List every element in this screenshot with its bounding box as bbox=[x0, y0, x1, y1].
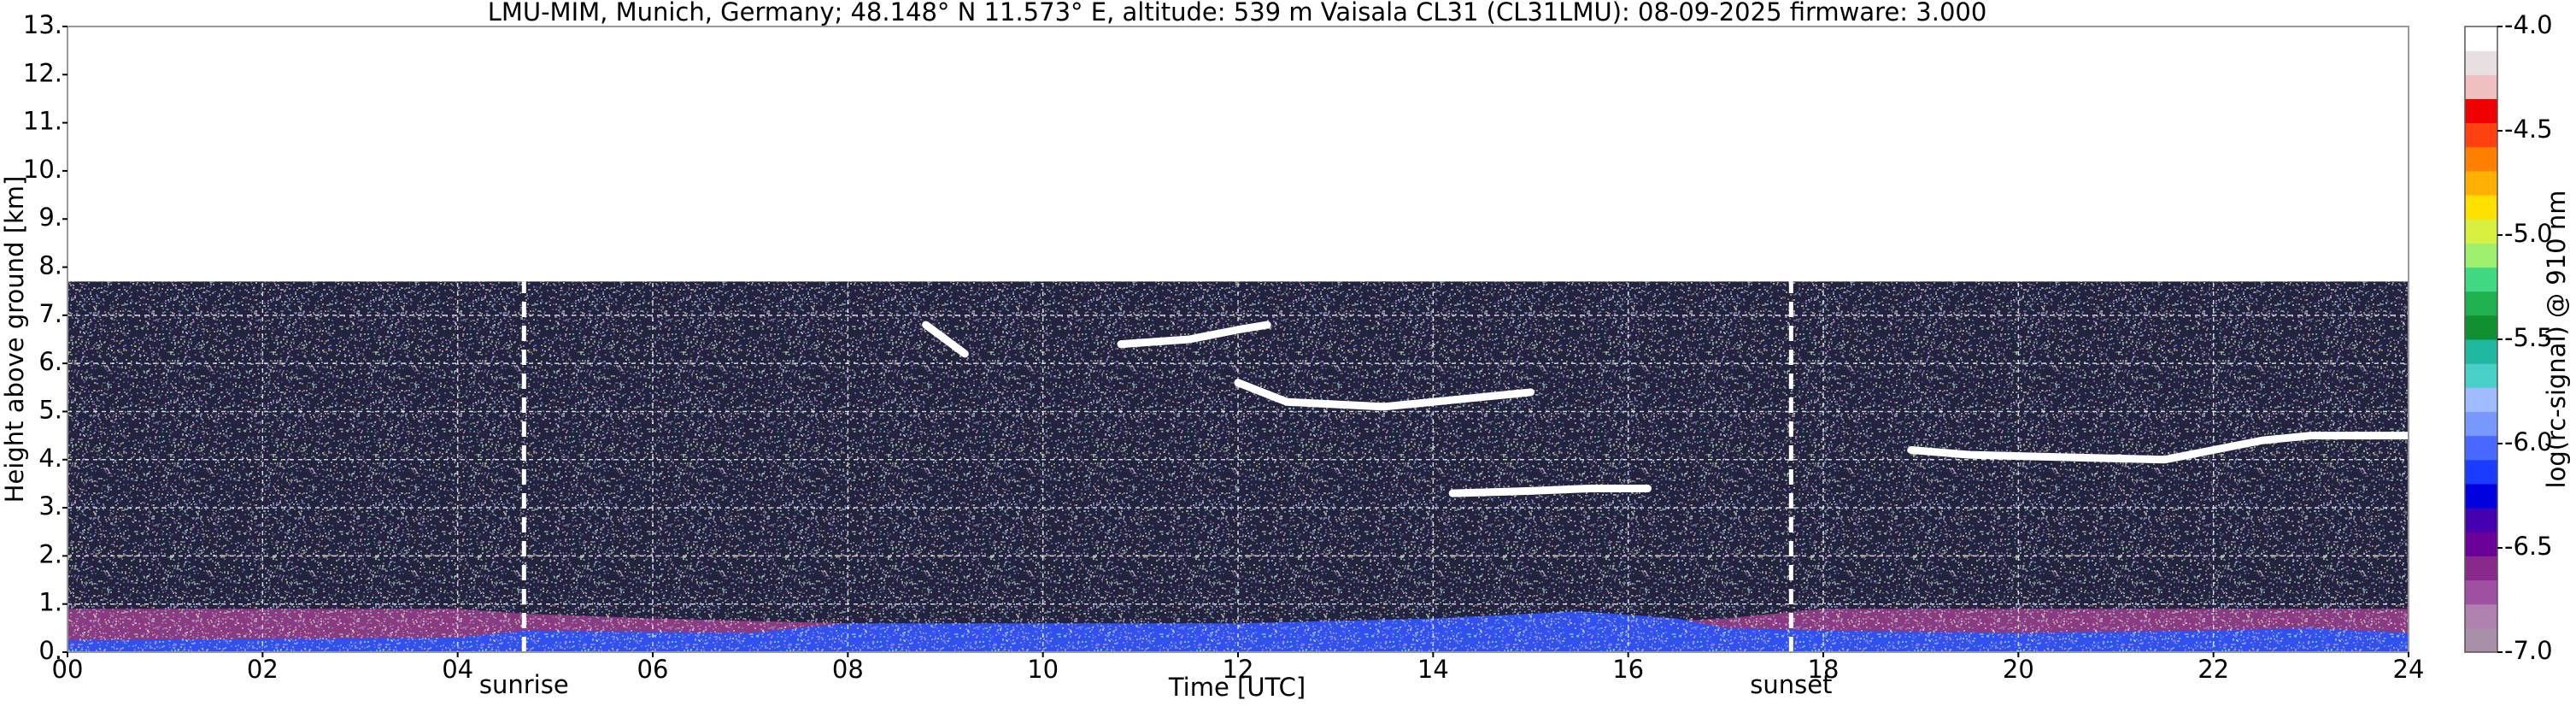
colorbar-segment bbox=[2465, 387, 2497, 412]
colorbar-segment bbox=[2465, 26, 2497, 51]
y-tick-label: 8. bbox=[38, 251, 62, 280]
y-tick-label: 2. bbox=[38, 539, 62, 568]
colorbar-tick-label: -6.0 bbox=[2504, 427, 2553, 456]
y-tick-label: 9. bbox=[38, 203, 62, 232]
x-tick-label: 14 bbox=[1417, 655, 1449, 684]
annotation-label: sunrise bbox=[479, 670, 569, 699]
cloud-layer bbox=[1448, 485, 1652, 497]
y-tick-label: 13. bbox=[23, 10, 62, 39]
y-tick-label: 11. bbox=[23, 107, 62, 136]
y-tick-label: 0. bbox=[38, 636, 62, 665]
colorbar-segment bbox=[2465, 339, 2497, 364]
plot-area bbox=[67, 26, 2409, 652]
colorbar-tick-label: -6.5 bbox=[2504, 532, 2553, 561]
cloud-layer bbox=[922, 321, 969, 358]
x-tick-label: 04 bbox=[442, 655, 473, 684]
colorbar-tick-label: -7.0 bbox=[2504, 636, 2553, 665]
chart-title: LMU-MIM, Munich, Germany; 48.148° N 11.5… bbox=[488, 0, 1987, 26]
x-tick-label: 16 bbox=[1612, 655, 1644, 684]
x-tick-label: 20 bbox=[2003, 655, 2034, 684]
colorbar-segment bbox=[2465, 627, 2497, 653]
x-tick-label: 24 bbox=[2393, 655, 2425, 684]
colorbar-tick-label: -5.0 bbox=[2504, 219, 2553, 248]
x-tick-label: 10 bbox=[1027, 655, 1059, 684]
colorbar-segment bbox=[2465, 459, 2497, 485]
colorbar-segment bbox=[2465, 508, 2497, 532]
x-tick-label: 22 bbox=[2198, 655, 2229, 684]
colorbar-segment bbox=[2465, 411, 2497, 437]
x-tick-label: 02 bbox=[247, 655, 279, 684]
colorbar-segment bbox=[2465, 291, 2497, 316]
colorbar-segment bbox=[2465, 195, 2497, 220]
x-tick-label: 12 bbox=[1223, 655, 1254, 684]
colorbar-label: log(rc-signal) @ 910 nm bbox=[2542, 191, 2571, 489]
cloud-layer bbox=[1907, 432, 2409, 464]
y-tick-label: 7. bbox=[38, 299, 62, 328]
colorbar-segment bbox=[2465, 603, 2497, 629]
colorbar-segment bbox=[2465, 50, 2497, 75]
colorbar-segment bbox=[2465, 146, 2497, 172]
colorbar-segment bbox=[2465, 122, 2497, 148]
colorbar-segment bbox=[2465, 435, 2497, 461]
annotation-label: sunset bbox=[1750, 670, 1832, 699]
colorbar-segment bbox=[2465, 363, 2497, 388]
colorbar-segment bbox=[2465, 267, 2497, 292]
y-tick-label: 5. bbox=[38, 395, 62, 424]
colorbar-tick-label: -5.5 bbox=[2504, 323, 2553, 352]
x-tick-label: 18 bbox=[1808, 655, 1840, 684]
x-tick-label: 00 bbox=[52, 655, 84, 684]
colorbar-segment bbox=[2465, 243, 2497, 268]
y-tick-label: 10. bbox=[23, 155, 62, 184]
colorbar-segment bbox=[2465, 219, 2497, 244]
colorbar-segment bbox=[2465, 170, 2497, 196]
colorbar-segment bbox=[2465, 556, 2497, 581]
x-tick-label: 08 bbox=[832, 655, 864, 684]
colorbar-segment bbox=[2465, 580, 2497, 605]
colorbar-tick-label: -4.5 bbox=[2504, 115, 2553, 144]
colorbar-segment bbox=[2465, 483, 2497, 509]
colorbar-segment bbox=[2465, 74, 2497, 99]
colorbar-segment bbox=[2465, 315, 2497, 340]
cloud-layer bbox=[1117, 321, 1271, 349]
y-axis-label: Height above ground [km] bbox=[0, 176, 29, 503]
colorbar-segment bbox=[2465, 532, 2497, 556]
x-tick-label: 06 bbox=[637, 655, 669, 684]
y-tick-label: 6. bbox=[38, 347, 62, 376]
cloud-layer bbox=[1234, 379, 1534, 411]
y-tick-label: 1. bbox=[38, 588, 62, 617]
colorbar-tick-label: -4.0 bbox=[2504, 10, 2553, 39]
y-tick-label: 4. bbox=[38, 444, 62, 473]
x-axis-label: Time [UTC] bbox=[1168, 673, 1306, 702]
y-tick-label: 3. bbox=[38, 491, 62, 521]
y-tick-label: 12. bbox=[23, 58, 62, 87]
colorbar-segment bbox=[2465, 98, 2497, 124]
